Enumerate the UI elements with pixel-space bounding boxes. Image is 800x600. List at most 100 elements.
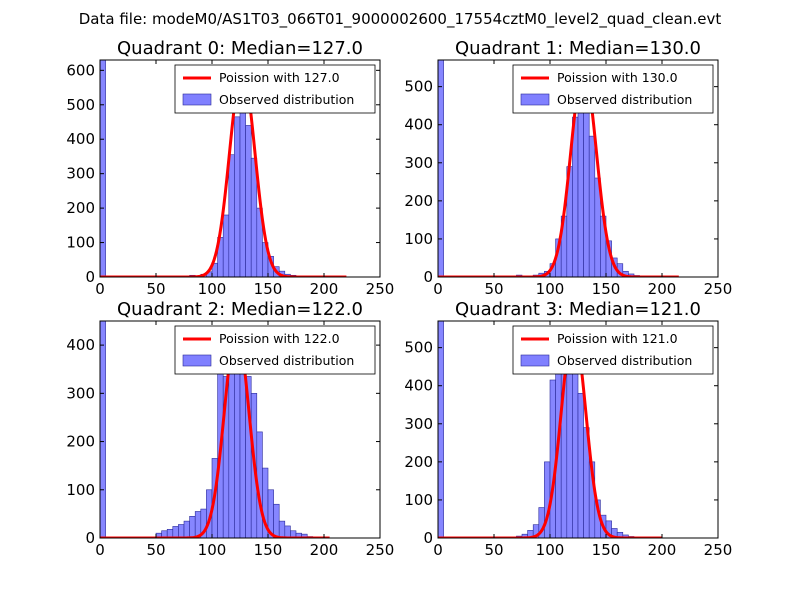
figure-suptitle: Data file: modeM0/AS1T03_066T01_90000026… (79, 10, 722, 29)
y-tick-label: 100 (66, 234, 95, 252)
x-tick-label: 150 (592, 280, 621, 298)
legend-observed-label: Observed distribution (219, 353, 354, 368)
axes-frame (99, 320, 381, 539)
histogram-bar (438, 321, 444, 538)
x-tick-label: 150 (254, 541, 283, 559)
histogram-bar (100, 60, 106, 277)
panel-quadrant-0: 0 50 100 150 200 250 0 100 200 300 400 500 600 Quadra… (66, 38, 394, 298)
legend-observed-swatch (520, 354, 550, 367)
legend-observed-label: Observed distribution (219, 92, 354, 107)
x-tick-label: 50 (146, 541, 165, 559)
legend-observed-swatch (182, 93, 212, 106)
y-tick-label: 0 (85, 529, 95, 547)
histogram-bar (228, 366, 235, 538)
histogram-bar (239, 94, 246, 277)
histogram-bar (583, 109, 590, 277)
x-tick-label: 0 (433, 541, 443, 559)
histogram-bar (245, 125, 252, 277)
y-tick-label: 200 (404, 192, 433, 210)
x-tick-label: 50 (146, 280, 165, 298)
y-tick-label: 300 (404, 415, 433, 433)
y-tick-label: 0 (423, 529, 433, 547)
histogram-bar (572, 358, 579, 538)
y-tick-label: 600 (66, 61, 95, 79)
histogram-bar (228, 154, 235, 277)
x-tick-label: 100 (198, 280, 227, 298)
x-tick-label: 200 (648, 541, 677, 559)
axes-frame (99, 59, 381, 278)
y-tick-label: 100 (404, 230, 433, 248)
histogram-bar (588, 135, 596, 277)
x-tick-label: 250 (366, 280, 395, 298)
histogram-bar (549, 379, 556, 538)
histogram-bar (178, 524, 185, 538)
legend-poisson-label: Poission with 130.0 (557, 70, 678, 85)
legend: Poission with 121.0 Observed distribution (512, 325, 714, 375)
panel-title: Quadrant 3: Median=121.0 (455, 299, 701, 320)
x-tick-label: 150 (254, 280, 283, 298)
panel-title: Quadrant 1: Median=130.0 (455, 38, 701, 59)
histogram-bar (183, 520, 190, 538)
x-tick-label: 200 (648, 280, 677, 298)
y-tick-label: 500 (404, 339, 433, 357)
x-tick-label: 50 (484, 280, 503, 298)
y-tick-label: 400 (404, 377, 433, 395)
panel-title: Quadrant 0: Median=127.0 (117, 38, 363, 59)
legend-poisson-label: Poission with 127.0 (219, 70, 340, 85)
legend: Poission with 130.0 Observed distribution (512, 64, 714, 114)
y-tick-label: 300 (66, 384, 95, 402)
x-tick-label: 0 (95, 541, 105, 559)
histogram-bar (100, 321, 106, 538)
x-tick-label: 200 (310, 541, 339, 559)
panel-quadrant-2: 0 50 100 150 200 250 0 100 200 300 400 Quadrant 2: … (66, 299, 394, 559)
x-tick-label: 250 (704, 280, 733, 298)
x-tick-label: 250 (704, 541, 733, 559)
legend: Poission with 122.0 Observed distribution (174, 325, 376, 375)
x-tick-label: 0 (95, 280, 105, 298)
poisson-curve (100, 68, 347, 277)
y-tick-label: 400 (404, 116, 433, 134)
y-tick-label: 300 (66, 165, 95, 183)
panel-title: Quadrant 2: Median=122.0 (117, 299, 363, 320)
x-tick-label: 150 (592, 541, 621, 559)
histogram-bar (189, 515, 196, 538)
y-tick-label: 0 (423, 268, 433, 286)
y-tick-label: 500 (66, 96, 95, 114)
histogram-bar (438, 60, 444, 277)
x-tick-label: 250 (366, 541, 395, 559)
histogram-bars (438, 321, 646, 538)
y-tick-label: 400 (66, 130, 95, 148)
legend-observed-label: Observed distribution (557, 353, 692, 368)
axes-frame (437, 59, 719, 278)
histogram-bar (577, 393, 584, 538)
legend-observed-label: Observed distribution (557, 92, 692, 107)
histogram-bar (222, 214, 230, 277)
x-tick-label: 100 (536, 280, 565, 298)
histogram-bar (273, 503, 280, 538)
histogram-bar (239, 368, 246, 538)
y-tick-label: 500 (404, 78, 433, 96)
panel-quadrant-1: 0 50 100 150 200 250 0 100 200 300 400 500 Quadrant … (404, 38, 732, 298)
legend: Poission with 127.0 Observed distribution (174, 64, 376, 114)
y-tick-label: 200 (66, 433, 95, 451)
x-tick-label: 0 (433, 280, 443, 298)
legend-observed-swatch (520, 93, 550, 106)
y-tick-label: 0 (85, 268, 95, 286)
panels-container: 0 50 100 150 200 2500100200300400500600Quadra… (66, 38, 732, 559)
panel-quadrant-3: 0 50 100 150 200 250 0 100 200 300 400 500 Quadrant … (404, 299, 732, 559)
axes-frame (437, 320, 719, 539)
legend-poisson-label: Poission with 122.0 (219, 331, 340, 346)
histogram-bar (234, 116, 241, 277)
legend-observed-swatch (182, 354, 212, 367)
x-tick-label: 100 (198, 541, 227, 559)
histogram-bar (172, 526, 179, 538)
y-tick-label: 100 (66, 481, 95, 499)
y-tick-label: 200 (66, 199, 95, 217)
y-tick-label: 100 (404, 491, 433, 509)
histogram-bar (278, 520, 286, 538)
y-tick-label: 400 (66, 336, 95, 354)
x-tick-label: 50 (484, 541, 503, 559)
legend-poisson-label: Poission with 121.0 (557, 331, 678, 346)
x-tick-label: 200 (310, 280, 339, 298)
